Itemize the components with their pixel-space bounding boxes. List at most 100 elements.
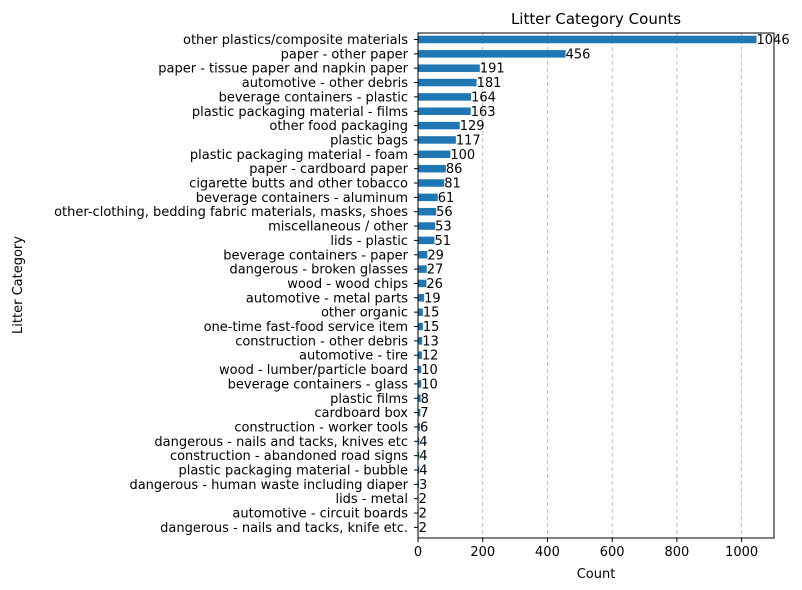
data-label: 1046 [757, 33, 790, 48]
data-label: 51 [435, 234, 452, 249]
bar [418, 380, 422, 388]
data-label: 163 [471, 105, 496, 120]
bar [418, 308, 423, 316]
bar [418, 64, 480, 72]
y-tick-label: plastic films [330, 392, 408, 407]
data-label: 2 [419, 507, 427, 522]
y-tick-label: construction - other debris [235, 334, 408, 349]
x-axis-ticks: 0 200 400 600 800 1000 [414, 538, 758, 560]
y-tick-label: dangerous - human waste including diaper [129, 478, 408, 493]
y-tick-label: other-clothing, bedding fabric materials… [54, 205, 408, 220]
bar [418, 164, 446, 173]
y-tick-label: dangerous - nails and tacks, knife etc. [160, 521, 408, 536]
x-tick-label: 1000 [725, 545, 758, 560]
bar [418, 50, 566, 58]
data-label: 15 [423, 320, 440, 335]
bar [418, 193, 438, 202]
data-label: 6 [420, 420, 428, 435]
data-label: 27 [427, 263, 444, 278]
y-tick-label: automotive - tire [299, 349, 408, 364]
bars [418, 35, 757, 532]
data-label: 10 [421, 377, 438, 392]
bar [418, 365, 422, 374]
y-tick-label: beverage containers - aluminum [196, 191, 408, 206]
y-tick-label: plastic packaging material - foam [190, 148, 408, 163]
data-label: 56 [436, 205, 453, 220]
data-label: 2 [419, 521, 427, 536]
data-label: 4 [419, 449, 427, 464]
y-tick-label: automotive - circuit boards [232, 507, 408, 522]
data-label: 4 [419, 464, 427, 479]
bar [418, 466, 420, 474]
y-tick-label: dangerous - nails and tacks, knives etc [154, 435, 408, 450]
y-tick-label: lids - metal [335, 492, 408, 507]
x-tick-label: 200 [470, 545, 495, 560]
data-label: 13 [422, 334, 439, 349]
y-tick-label: lids - plastic [330, 234, 408, 249]
data-label: 2 [419, 492, 427, 507]
bar [418, 179, 445, 187]
bar [418, 150, 451, 159]
y-tick-label: wood - lumber/particle board [219, 363, 408, 378]
bar [418, 351, 422, 359]
bar [418, 322, 423, 331]
y-tick-label: automotive - other debris [242, 76, 408, 91]
x-tick-label: 600 [600, 545, 625, 560]
y-tick-label: plastic bags [330, 133, 408, 148]
y-tick-label: other food packaging [269, 119, 408, 134]
y-tick-label: one-time fast-food service item [204, 320, 408, 335]
bar [418, 451, 420, 460]
data-label: 10 [421, 363, 438, 378]
data-label: 181 [477, 76, 502, 91]
data-label: 7 [420, 406, 428, 421]
grid-lines [482, 33, 743, 538]
x-tick-label: 0 [414, 545, 422, 560]
y-tick-label: paper - tissue paper and napkin paper [158, 62, 408, 77]
data-label: 191 [480, 62, 505, 77]
y-tick-label: construction - worker tools [234, 420, 408, 435]
bar [418, 207, 437, 216]
data-label: 53 [435, 220, 452, 235]
bar [418, 265, 427, 273]
y-tick-label: beverage containers - paper [223, 248, 408, 263]
data-label: 4 [419, 435, 427, 450]
data-label: 117 [456, 133, 481, 148]
data-label: 81 [444, 177, 461, 192]
y-axis-ticks: other plastics/composite materialspaper … [54, 33, 418, 536]
bar [418, 251, 428, 259]
y-axis-label: Litter Category [11, 236, 26, 334]
y-tick-label: cardboard box [314, 406, 408, 421]
bar [418, 279, 427, 288]
y-tick-label: paper - cardboard paper [249, 162, 408, 177]
x-tick-label: 800 [664, 545, 689, 560]
data-label: 8 [421, 392, 429, 407]
y-tick-label: paper - other paper [281, 47, 409, 62]
data-label: 129 [460, 119, 485, 134]
data-label: 86 [446, 162, 463, 177]
y-tick-label: beverage containers - glass [228, 377, 409, 392]
bar [418, 236, 435, 245]
bar [418, 423, 420, 431]
data-labels: 1046456191181164163129117100868161565351… [419, 33, 790, 536]
bar [418, 35, 757, 44]
y-tick-label: plastic packaging material - films [192, 105, 408, 120]
bar [418, 93, 472, 101]
data-label: 100 [450, 148, 475, 163]
y-tick-label: wood - wood chips [287, 277, 408, 292]
y-tick-label: dangerous - broken glasses [229, 263, 408, 278]
bar [418, 121, 460, 130]
y-tick-label: beverage containers - plastic [219, 90, 408, 105]
bar [418, 78, 477, 87]
bar [418, 437, 420, 446]
plot-frame [417, 32, 775, 539]
data-label: 61 [438, 191, 455, 206]
bar [418, 222, 436, 230]
data-label: 15 [423, 306, 440, 321]
data-label: 12 [422, 349, 439, 364]
bar [418, 408, 421, 417]
bar [418, 394, 421, 402]
y-tick-label: plastic packaging material - bubble [178, 464, 408, 479]
data-label: 3 [419, 478, 427, 493]
chart-title: Litter Category Counts [511, 10, 681, 28]
